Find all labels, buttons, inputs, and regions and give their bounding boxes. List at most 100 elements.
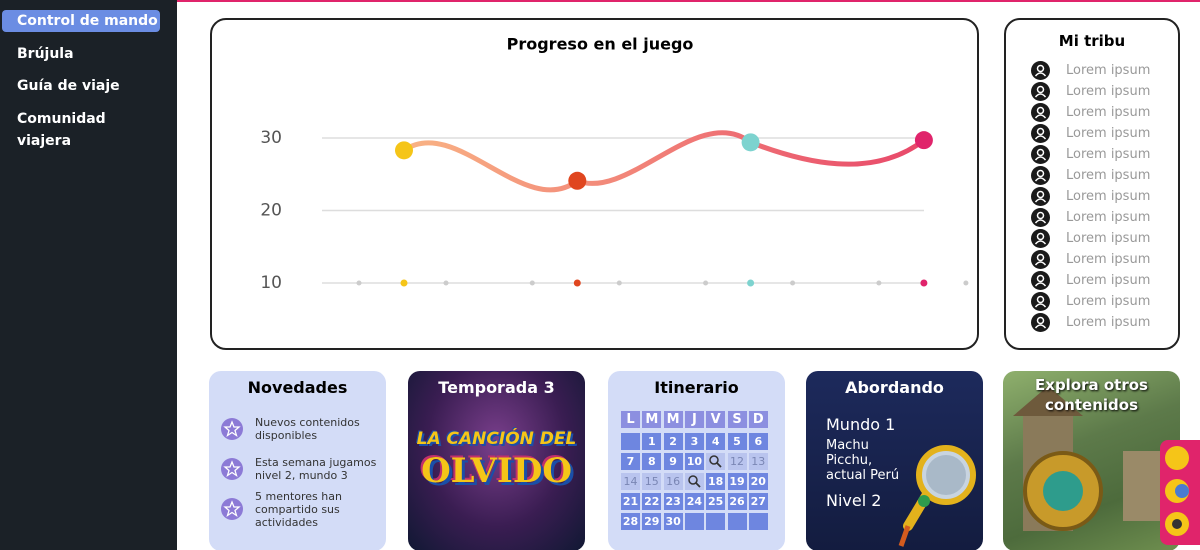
calendar-day: 23 (663, 493, 683, 510)
season-logo-bottom: OLVIDO (421, 451, 572, 491)
timeline-dot (790, 280, 796, 286)
tribe-member: Lorem ipsum (1031, 60, 1150, 80)
season-card[interactable]: Temporada 3 LA CANCIÓN DEL OLVIDO (408, 371, 585, 550)
tribe-member: Lorem ipsum (1031, 186, 1150, 206)
timeline-dot (703, 280, 709, 286)
user-icon (1031, 228, 1050, 248)
calendar-day: 25 (706, 493, 726, 510)
member-name: Lorem ipsum (1066, 209, 1151, 225)
news-item: 5 mentores han compartido sus actividade… (221, 489, 378, 529)
news-card[interactable]: Novedades Nuevos contenidos disponibles E… (209, 371, 386, 550)
calendar-cell (684, 513, 704, 530)
tribe-member: Lorem ipsum (1031, 270, 1150, 290)
tribe-member: Lorem ipsum (1031, 312, 1150, 332)
tribe-member: Lorem ipsum (1031, 249, 1150, 269)
timeline-dot (573, 279, 581, 287)
member-name: Lorem ipsum (1066, 272, 1151, 288)
calendar-day: 7 (621, 453, 640, 470)
timeline-dot (529, 280, 535, 286)
member-name: Lorem ipsum (1066, 251, 1151, 267)
calendar-day: 29 (642, 513, 662, 530)
weekday: M (642, 411, 662, 428)
sidebar: Control de mando Brújula Guía de viaje Comu… (0, 0, 177, 550)
calendar-cell (748, 513, 768, 530)
weekday: M (663, 411, 683, 428)
y-tick-label: 10 (260, 273, 282, 293)
tribe-member: Lorem ipsum (1031, 144, 1150, 164)
itinerary-card[interactable]: Itinerario L M M J V S D 1 2 3 4 5 6 7 8 9 10 12 13 14 15 16 1… (608, 371, 785, 550)
news-item: Nuevos contenidos disponibles (221, 409, 378, 449)
news-text: Esta semana jugamos nivel 2, mundo 3 (255, 456, 377, 482)
calendar-cell (706, 453, 726, 470)
explore-art (1013, 386, 1173, 531)
chart-title: Progreso en el juego (507, 35, 694, 54)
star-icon (221, 418, 243, 440)
tribe-card: Mi tribu Lorem ipsum Lorem ipsum Lorem ips… (1004, 18, 1180, 350)
progress-point (568, 171, 587, 190)
star-icon (221, 458, 243, 480)
menu-item[interactable]: Guía de viaje (17, 78, 120, 94)
calendar-cell (621, 433, 640, 450)
user-icon (1031, 207, 1050, 227)
calendar-day: 10 (684, 453, 704, 470)
season-title: Temporada 3 (438, 378, 555, 397)
timeline-dot (920, 279, 928, 287)
itinerary-title: Itinerario (654, 378, 739, 397)
calendar-cell (706, 513, 726, 530)
star-icon (221, 498, 243, 520)
tribe-member: Lorem ipsum (1031, 81, 1150, 101)
menu-item[interactable]: Control de mando (2, 10, 160, 32)
calendar-day: 18 (706, 473, 726, 490)
progress-card: Progreso en el juego 10 20 30 (210, 18, 979, 350)
user-icon (1031, 291, 1050, 311)
explore-card[interactable]: Explora otros contenidos (1003, 371, 1180, 550)
calendar-day: 12 (727, 453, 747, 470)
boarding-title: Abordando (845, 378, 944, 397)
member-name: Lorem ipsum (1066, 62, 1151, 78)
menu-item[interactable]: Brújula (17, 45, 74, 62)
weekday: D (748, 411, 768, 428)
calendar-day: 30 (663, 513, 683, 530)
timeline-dot (443, 280, 449, 286)
calendar-day: 2 (663, 433, 683, 450)
user-icon (1031, 186, 1050, 206)
calendar-day: 28 (621, 513, 640, 530)
member-name: Lorem ipsum (1066, 125, 1151, 141)
progress-point (395, 141, 413, 160)
member-name: Lorem ipsum (1066, 83, 1151, 99)
explore-title: Explora otros contenidos (1035, 376, 1148, 414)
member-name: Lorem ipsum (1066, 314, 1151, 330)
calendar-day: 6 (748, 433, 768, 450)
calendar-day: 22 (642, 493, 662, 510)
timeline-dot (616, 280, 622, 286)
calendar-day: 26 (727, 493, 747, 510)
y-tick-label: 30 (260, 128, 282, 148)
timeline-dot (400, 279, 408, 287)
timeline-dot (356, 280, 362, 286)
calendar-day: 14 (621, 473, 640, 490)
day-icon (688, 475, 701, 488)
tribe-member: Lorem ipsum (1031, 123, 1150, 143)
user-icon (1031, 249, 1050, 269)
user-icon (1031, 102, 1050, 122)
user-icon (1031, 123, 1050, 143)
member-name: Lorem ipsum (1066, 230, 1151, 246)
tribe-member: Lorem ipsum (1031, 291, 1150, 311)
user-icon (1031, 81, 1050, 101)
tribe-member: Lorem ipsum (1031, 102, 1150, 122)
season-logo-top: LA CANCIÓN DEL (416, 429, 577, 449)
user-icon (1031, 270, 1050, 290)
badge-icons (1165, 446, 1189, 536)
calendar-day: 20 (748, 473, 768, 490)
boarding-card[interactable]: Abordando Mundo 1 Machu Picchu, actual P… (806, 371, 983, 550)
tribe-member: Lorem ipsum (1031, 207, 1150, 227)
calendar-cell (727, 513, 747, 530)
menu-item[interactable]: Comunidad viajera (17, 110, 106, 149)
user-icon (1031, 165, 1050, 185)
calendar-day: 15 (642, 473, 662, 490)
tribe-member: Lorem ipsum (1031, 228, 1150, 248)
calendar-day: 9 (663, 453, 683, 470)
calendar-day: 16 (663, 473, 683, 490)
top-border (0, 0, 1200, 2)
